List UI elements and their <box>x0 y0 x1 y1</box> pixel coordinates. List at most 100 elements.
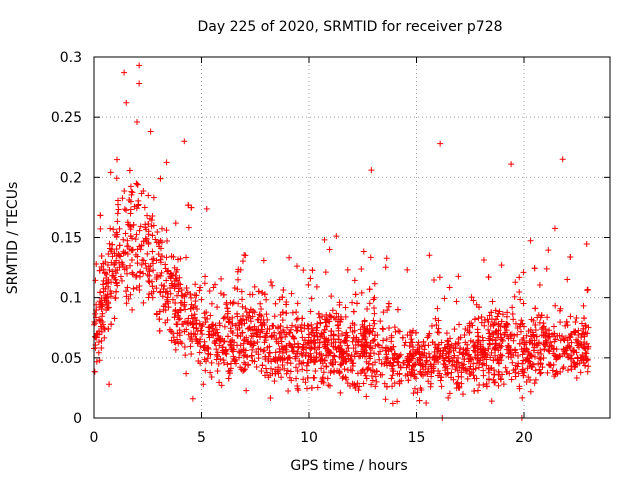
data-point <box>285 387 292 394</box>
data-point <box>236 354 243 361</box>
data-point <box>260 348 267 355</box>
data-point <box>461 331 468 338</box>
data-point <box>441 364 448 371</box>
data-point <box>427 361 434 368</box>
data-point <box>455 273 462 280</box>
data-point <box>172 308 179 315</box>
data-point <box>95 338 102 345</box>
data-point <box>251 323 258 330</box>
data-point <box>312 368 319 375</box>
data-point <box>126 167 133 174</box>
data-point <box>279 294 286 301</box>
data-point <box>519 394 526 401</box>
data-point <box>414 389 421 396</box>
data-point <box>494 313 501 320</box>
data-point <box>480 257 487 264</box>
data-point <box>409 339 416 346</box>
data-point <box>172 220 179 227</box>
data-point <box>95 349 102 356</box>
data-point <box>335 321 342 328</box>
data-point <box>536 281 543 288</box>
data-point <box>187 306 194 313</box>
data-point <box>277 334 284 341</box>
data-point <box>370 337 377 344</box>
data-point <box>156 316 163 323</box>
data-point <box>124 243 131 250</box>
data-point <box>367 366 374 373</box>
data-point <box>451 326 458 333</box>
data-point <box>527 237 534 244</box>
data-point <box>470 372 477 379</box>
data-point <box>519 360 526 367</box>
data-point <box>271 329 278 336</box>
data-point <box>139 257 146 264</box>
data-point <box>450 376 457 383</box>
data-point <box>227 360 234 367</box>
data-point <box>276 348 283 355</box>
data-point <box>322 345 329 352</box>
data-point <box>359 343 366 350</box>
data-point <box>481 322 488 329</box>
y-tick-label: 0.05 <box>51 351 82 367</box>
data-point <box>271 313 278 320</box>
data-point <box>213 351 220 358</box>
data-point <box>444 343 451 350</box>
data-point <box>476 382 483 389</box>
data-point <box>263 369 270 376</box>
data-point <box>257 300 264 307</box>
data-point <box>391 350 398 357</box>
data-point <box>268 333 275 340</box>
data-point <box>311 346 318 353</box>
data-point <box>453 298 460 305</box>
data-point <box>488 309 495 316</box>
data-point <box>478 313 485 320</box>
data-point <box>491 379 498 386</box>
data-point <box>238 317 245 324</box>
data-point <box>401 359 408 366</box>
data-point <box>246 309 253 316</box>
data-point <box>495 310 502 317</box>
data-point <box>371 369 378 376</box>
data-point <box>284 355 291 362</box>
data-point <box>228 344 235 351</box>
data-point <box>192 281 199 288</box>
data-point <box>387 360 394 367</box>
data-point <box>362 336 369 343</box>
data-point <box>362 327 369 334</box>
data-point <box>136 286 143 293</box>
data-point <box>582 345 589 352</box>
data-point <box>249 327 256 334</box>
data-point <box>178 299 185 306</box>
data-point <box>470 297 477 304</box>
data-point <box>372 332 379 339</box>
data-point <box>299 351 306 358</box>
data-point <box>355 387 362 394</box>
data-point <box>171 338 178 345</box>
data-point <box>557 319 564 326</box>
data-point <box>568 339 575 346</box>
data-point <box>436 370 443 377</box>
data-point <box>129 189 136 196</box>
data-point <box>435 341 442 348</box>
data-point <box>454 340 461 347</box>
data-point <box>307 275 314 282</box>
data-point <box>97 225 104 232</box>
data-point <box>462 350 469 357</box>
data-point <box>547 362 554 369</box>
data-point <box>321 236 328 243</box>
data-point <box>243 316 250 323</box>
data-point <box>560 364 567 371</box>
data-point <box>297 324 304 331</box>
data-point <box>106 267 113 274</box>
data-point <box>106 245 113 252</box>
data-point <box>520 366 527 373</box>
data-point <box>286 329 293 336</box>
data-point <box>308 295 315 302</box>
data-point <box>157 256 164 263</box>
data-point <box>485 376 492 383</box>
data-point <box>365 360 372 367</box>
data-point <box>283 301 290 308</box>
data-point <box>113 245 120 252</box>
data-point <box>304 374 311 381</box>
data-point <box>239 329 246 336</box>
